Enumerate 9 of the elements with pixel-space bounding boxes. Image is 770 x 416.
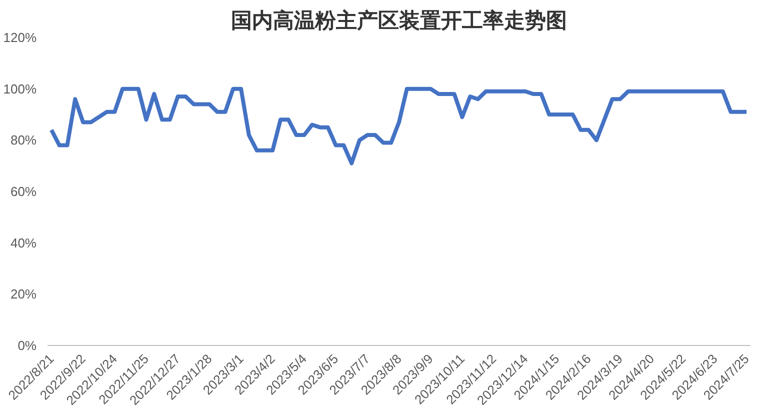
y-tick-label: 120% <box>3 30 37 45</box>
line-series <box>49 86 749 166</box>
y-tick-label: 80% <box>10 132 37 148</box>
y-tick-label: 0% <box>18 338 37 353</box>
y-tick-label: 100% <box>3 81 37 96</box>
chart-title: 国内高温粉主产区装置开工率走势图 <box>231 8 567 32</box>
y-tick-label: 20% <box>10 286 37 302</box>
y-tick-label: 60% <box>10 184 37 199</box>
y-tick-label: 40% <box>10 235 37 250</box>
